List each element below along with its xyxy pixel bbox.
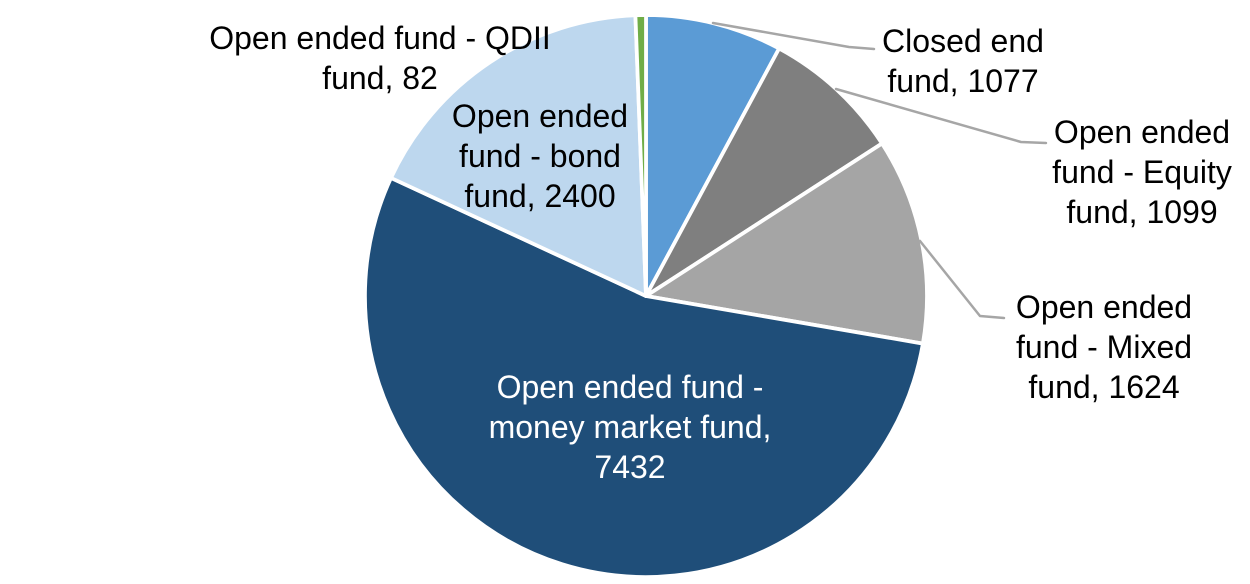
- data-label-open-ended-fund-equity-fund: Open ended fund - Equity fund, 1099: [1052, 114, 1232, 230]
- data-label-open-ended-fund-mixed-fund: Open ended fund - Mixed fund, 1624: [1015, 289, 1193, 405]
- leader-line-closed-end-fund: [711, 21, 876, 51]
- pie-slice-open-ended-fund-bond-fund[interactable]: [389, 13, 648, 298]
- leader-line-open-ended-fund-equity-fund: [834, 87, 1048, 145]
- pie-slice-open-ended-fund-mixed-fund[interactable]: [644, 141, 929, 346]
- pie-slice-open-ended-fund-qdii-fund[interactable]: [633, 13, 648, 298]
- pie-slices: [363, 13, 929, 579]
- leader-line-open-ended-fund-mixed-fund: [918, 239, 1006, 320]
- pie-slice-open-ended-fund-money-market-fund[interactable]: [363, 176, 925, 579]
- leader-lines: [711, 21, 1048, 320]
- data-label-open-ended-fund-money-market-fund: Open ended fund - money market fund, 743…: [488, 369, 772, 485]
- data-label-open-ended-fund-qdii-fund: Open ended fund - QDII fund, 82: [209, 20, 551, 96]
- data-label-closed-end-fund: Closed end fund, 1077: [882, 23, 1044, 99]
- data-label-open-ended-fund-bond-fund: Open ended fund - bond fund, 2400: [451, 98, 629, 214]
